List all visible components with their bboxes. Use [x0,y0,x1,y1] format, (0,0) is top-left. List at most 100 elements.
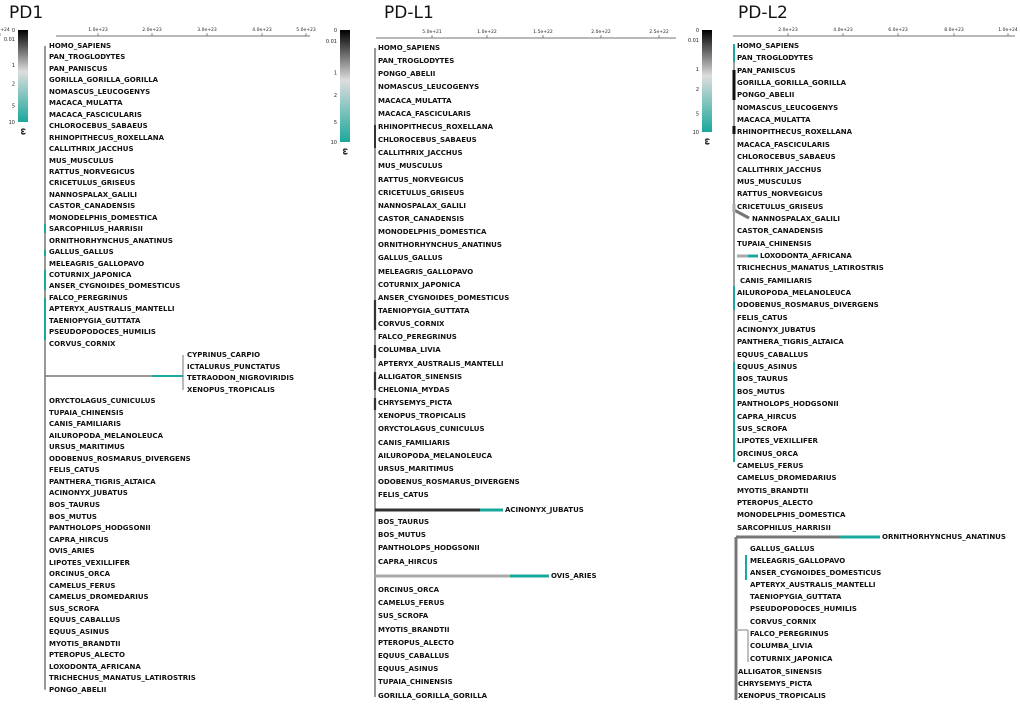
leaf-label: MACACA_MULATTA [737,116,811,125]
leaf-label: XENOPUS_TROPICALIS [378,412,466,421]
leaf-label: MYOTIS_BRANDTII [49,639,121,648]
leaf-label: CALLITHRIX_JACCHUS [378,149,463,158]
leaf-label: MYOTIS_BRANDTII [737,486,809,495]
leaf-label: CORVUS_CORNIX [750,618,817,626]
leaf-label: ODOBENUS_ROSMARUS_DIVERGENS [378,477,520,486]
leaf-label: ACINONYX_JUBATUS [49,489,128,498]
leaf-label: LIPOTES_VEXILLIFER [49,558,130,567]
leaf-label: FALCO_PEREGRINUS [378,333,457,342]
leaf-label: PTEROPUS_ALECTO [378,638,454,647]
leaf-label: CHLOROCEBUS_SABAEUS [49,122,148,131]
colorbar-tick-label: 2 [334,93,337,99]
leaf-label: FALCO_PEREGRINUS [750,630,829,638]
leaf-label: GORILLA_GORILLA_GORILLA [737,79,847,88]
leaf-label: PAN_TROGLODYTES [737,54,814,63]
leaf-label: CAPRA_HIRCUS [737,412,797,421]
leaf-label: CRICETULUS_GRISEUS [49,179,136,188]
leaf-label: LOXODONTA_AFRICANA [760,251,852,260]
leaf-label: TAENIOPYGIA_GUTTATA [49,316,141,325]
leaf-label: RATTUS_NORVEGICUS [737,190,823,199]
leaf-label: MUS_MUSCULUS [737,177,802,186]
leaf-label: TUPAIA_CHINENSIS [737,239,812,248]
leaf-label: CAPRA_HIRCUS [49,535,109,544]
leaf-label: COTURNIX_JAPONICA [378,280,461,289]
leaf-label: HOMO_SAPIENS [378,44,441,52]
leaf-label: RHINOPITHECUS_ROXELLANA [378,122,494,131]
axis-tick-label: 6.0e+23 [888,27,908,33]
leaf-label: PANTHERA_TIGRIS_ALTAICA [737,338,844,347]
leaf-label: AILUROPODA_MELANOLEUCA [737,289,851,297]
axis-tick-label: 8.0e+23 [944,27,964,33]
leaf-label: MONODELPHIS_DOMESTICA [378,228,487,237]
leaf-label: BOS_TAURUS [378,518,430,526]
leaf-label: SUS_SCROFA [737,424,788,433]
leaf-label: GORILLA_GORILLA_GORILLA [49,76,159,85]
leaf-label: PAN_PANISCUS [737,66,796,75]
leaf-label: MACACA_MULATTA [378,96,452,105]
leaf-label: CAMELUS_DROMEDARIUS [49,593,149,602]
axis-tick-label: 1.5e+22 [533,29,553,35]
leaf-label: CHELONIA_MYDAS [378,385,450,394]
axis-tick-label: 1.0e+22 [477,29,497,35]
branch-nannospalax [733,208,750,220]
leaf-label: CHRYSEMYS_PICTA [378,399,452,408]
leaf-label: MACACA_FASCICULARIS [737,140,830,149]
axis-tick-label: 4.0e+23 [252,27,272,33]
colorbar-tick-label: 5 [12,103,15,109]
leaf-label: AILUROPODA_MELANOLEUCA [49,431,163,440]
leaf-label: PONGO_ABELII [378,70,436,79]
leaf-label: NANNOSPALAX_GALILI [378,201,466,210]
leaf-label: ODOBENUS_ROSMARUS_DIVERGENS [737,301,879,310]
leaf-label: ODOBENUS_ROSMARUS_DIVERGENS [49,454,191,463]
colorbar-tick-label: 10 [693,130,699,136]
leaf-label: MELEAGRIS_GALLOPAVO [49,259,145,268]
leaf-label: PONGO_ABELII [49,685,107,694]
leaf-label: CANIS_FAMILIARIS [740,276,813,285]
leaf-label: MYOTIS_BRANDTII [378,625,450,634]
leaf-label: CASTOR_CANADENSIS [737,227,824,236]
colorbar-tick-label: 0.01 [688,38,699,44]
leaf-label: SARCOPHILUS_HARRISII [49,225,143,234]
leaf-label: EQUUS_CABALLUS [49,616,121,625]
colorbar-tick-label: 2 [696,87,699,93]
colorbar-tick-label: 1 [12,63,15,69]
leaf-label: MUS_MUSCULUS [378,162,443,171]
leaf-label: CAMELUS_FERUS [49,581,116,590]
leaf-label: RATTUS_NORVEGICUS [378,175,464,184]
colorbar-tick-label: 0 [334,28,337,34]
axis-tick-label: 1.0e+24 [998,27,1018,33]
leaf-label: TAENIOPYGIA_GUTTATA [378,307,470,315]
leaf-label: NANNOSPALAX_GALILI [752,214,840,223]
leaf-label: CANIS_FAMILIARIS [49,420,122,429]
leaf-label: APTERYX_AUSTRALIS_MANTELLI [378,359,504,368]
leaf-label: PONGO_ABELII [737,91,795,100]
leaf-label: PANTHOLOPS_HODGSONII [49,524,151,533]
leaf-label: GALLUS_GALLUS [750,545,815,553]
leaf-label: BOS_MUTUS [737,387,785,396]
leaf-label: PANTHERA_TIGRIS_ALTAICA [49,477,156,486]
axis-tick-label: 2.0e+23 [142,27,162,33]
colorbar-tick-label: 1 [334,71,337,77]
axis-tick-label: 2.5e+22 [649,29,669,35]
leaf-label: MACACA_MULATTA [49,99,123,108]
colorbar-tick-label: 10 [9,120,15,126]
leaf-label: CAMELUS_DROMEDARIUS [737,474,837,483]
leaf-label: COLUMBA_LIVIA [378,346,441,355]
leaf-label: BOS_MUTUS [378,531,426,540]
axis-tick-label: 4.0e+23 [833,27,853,33]
leaf-label: CAMELUS_FERUS [378,599,445,608]
leaf-label: ALLIGATOR_SINENSIS [738,668,823,676]
leaf-label: EQUUS_ASINUS [49,628,110,636]
leaf-label: CALLITHRIX_JACCHUS [737,165,822,174]
axis-tick-label: 1.2e+24 [0,27,10,33]
leaf-label: COTURNIX_JAPONICA [49,271,132,279]
leaf-label: OVIS_ARIES [49,547,95,556]
leaf-label: URSUS_MARITIMUS [378,464,454,473]
leaf-label: APTERYX_AUSTRALIS_MANTELLI [750,581,876,589]
leaf-label: MUS_MUSCULUS [49,156,114,165]
axis-tick-label: 1.0e+23 [88,27,108,33]
leaf-label: RATTUS_NORVEGICUS [49,167,135,176]
leaf-label: PAN_PANISCUS [49,64,108,73]
colorbar-tick-label: 0 [12,28,15,34]
